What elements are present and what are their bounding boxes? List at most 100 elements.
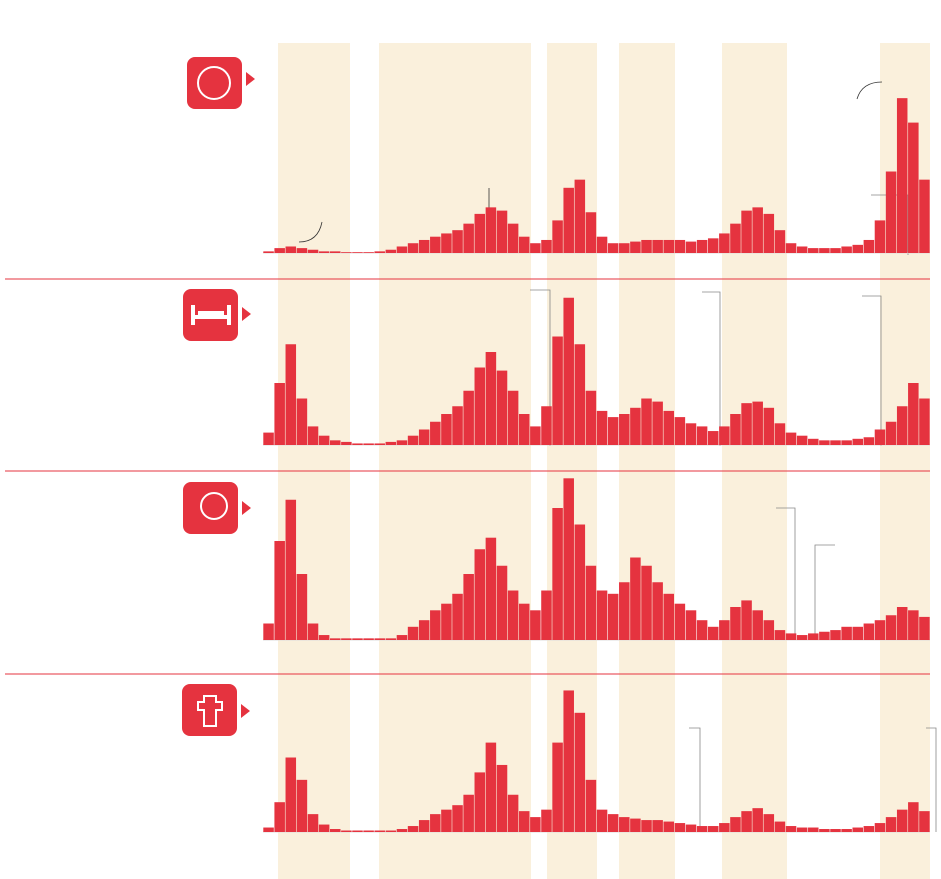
bar: [919, 811, 930, 832]
bar: [874, 823, 886, 832]
bar: [630, 557, 641, 640]
bar: [630, 818, 641, 832]
bar: [341, 638, 352, 640]
bar: [407, 826, 419, 832]
bar: [641, 398, 652, 445]
bar: [819, 440, 830, 445]
bar: [730, 414, 741, 445]
bar: [863, 826, 875, 832]
bar: [552, 508, 563, 640]
bar: [908, 383, 919, 445]
bar: [496, 210, 508, 253]
bar: [296, 574, 308, 640]
bar: [796, 246, 808, 253]
icon-pointer: [246, 72, 255, 86]
bar: [885, 171, 897, 253]
bar: [785, 243, 797, 253]
bar: [908, 122, 919, 253]
bar: [674, 239, 686, 253]
bar: [585, 565, 597, 640]
bar: [463, 574, 474, 640]
bar: [363, 638, 374, 640]
bar: [830, 440, 841, 445]
bar: [774, 630, 786, 640]
bar: [352, 638, 363, 640]
bar: [463, 390, 474, 445]
bar: [385, 249, 397, 253]
bar: [374, 830, 385, 832]
bar: [607, 243, 619, 253]
bar: [385, 441, 397, 445]
bar: [530, 426, 541, 445]
bar: [607, 814, 619, 832]
bar: [263, 432, 274, 445]
bar: [563, 297, 574, 445]
bar: [274, 383, 285, 445]
bar: [263, 827, 274, 832]
icon-pointer: [242, 501, 251, 515]
bar: [507, 390, 519, 445]
bar: [518, 811, 530, 832]
bar: [763, 620, 775, 640]
bar: [852, 827, 863, 832]
bar: [852, 438, 863, 445]
bar: [663, 821, 675, 832]
bar: [896, 809, 908, 832]
bar: [741, 811, 752, 832]
bar: [563, 690, 574, 832]
bar: [852, 244, 863, 253]
bar: [674, 823, 686, 832]
bar: [274, 541, 285, 640]
bar: [563, 187, 574, 253]
bar: [418, 820, 430, 832]
bar: [330, 829, 341, 832]
bar: [652, 582, 663, 640]
bar: [896, 607, 908, 640]
bar: [652, 401, 663, 445]
bar: [330, 251, 341, 253]
bar: [396, 440, 408, 445]
bar: [474, 772, 486, 832]
bar: [574, 179, 586, 253]
bar: [919, 179, 930, 253]
separators: [5, 278, 930, 675]
leader: [926, 727, 937, 832]
bar: [296, 398, 308, 445]
bar: [318, 251, 330, 253]
bar: [496, 370, 508, 445]
bar: [396, 829, 408, 832]
bar: [841, 246, 852, 253]
icon-pointer: [242, 307, 251, 321]
bar: [485, 742, 497, 832]
bar: [596, 590, 608, 640]
bar: [707, 431, 719, 445]
bar: [596, 809, 608, 832]
icon-pointer: [241, 704, 250, 718]
bar: [507, 794, 519, 832]
bar: [263, 623, 274, 640]
bar: [607, 593, 619, 640]
bar: [474, 549, 486, 640]
bar: [885, 421, 897, 445]
bar: [452, 805, 463, 832]
bar: [663, 410, 675, 445]
bar: [841, 440, 852, 445]
bar: [352, 443, 363, 445]
leader: [776, 507, 796, 640]
bar: [363, 830, 374, 832]
arrow: [856, 81, 883, 100]
bar: [696, 826, 708, 832]
bar: [441, 603, 452, 640]
bar: [330, 638, 341, 640]
leader: [814, 544, 835, 640]
annotations: [298, 81, 937, 832]
band: [619, 43, 675, 879]
bar: [485, 537, 497, 640]
icon-bed: [191, 305, 231, 325]
bar: [685, 610, 697, 640]
bar: [496, 764, 508, 832]
bar: [452, 593, 463, 640]
bar: [719, 823, 730, 832]
bar: [674, 603, 686, 640]
bar: [863, 623, 875, 640]
